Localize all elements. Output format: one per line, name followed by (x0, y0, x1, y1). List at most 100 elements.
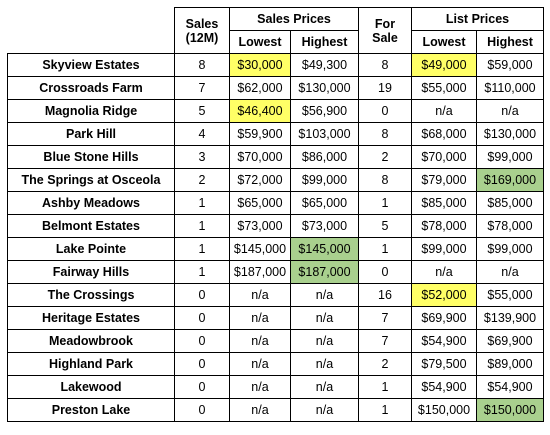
cell-list-lowest: $99,000 (411, 237, 477, 261)
cell-for-sale-count: 0 (358, 99, 412, 123)
cell-sales-highest: $130,000 (290, 76, 359, 100)
cell-sales-lowest: $72,000 (229, 168, 291, 192)
cell-sales-lowest: n/a (229, 329, 291, 353)
header-for-label: For (374, 16, 396, 31)
cell-sales-lowest: $62,000 (229, 76, 291, 100)
cell-sales-lowest: n/a (229, 306, 291, 330)
header-for-sale: For Sale (358, 7, 412, 54)
cell-sales-count: 0 (174, 375, 230, 399)
cell-for-sale-count: 7 (358, 306, 412, 330)
cell-sales-lowest: $187,000 (229, 260, 291, 284)
cell-list-lowest: $54,900 (411, 329, 477, 353)
cell-list-lowest: $78,000 (411, 214, 477, 238)
cell-neighborhood: Lakewood (7, 375, 175, 399)
cell-sales-lowest: $30,000 (229, 53, 291, 77)
cell-sales-highest: $65,000 (290, 191, 359, 215)
table-row: Blue Stone Hills 3 $70,000 $86,000 2 $70,000 $… (7, 145, 544, 169)
cell-sales-count: 0 (174, 352, 230, 376)
cell-list-highest: $54,900 (476, 375, 544, 399)
cell-sales-highest: $187,000 (290, 260, 359, 284)
table-row: Preston Lake 0 n/a n/a 1 $150,000 $150,000 (7, 398, 544, 422)
cell-list-lowest: $85,000 (411, 191, 477, 215)
cell-sales-highest: n/a (290, 352, 359, 376)
cell-sales-count: 8 (174, 53, 230, 77)
cell-sales-lowest: n/a (229, 352, 291, 376)
table-row: Magnolia Ridge 5 $46,400 $56,900 0 n/a n/a (7, 99, 544, 123)
header-list-highest: Highest (476, 30, 544, 54)
table-row: Park Hill 4 $59,900 $103,000 8 $68,000 $130,00… (7, 122, 544, 146)
cell-sales-count: 7 (174, 76, 230, 100)
table-row: Fairway Hills 1 $187,000 $187,000 0 n/a n/a (7, 260, 544, 284)
cell-for-sale-count: 1 (358, 191, 412, 215)
cell-sales-count: 0 (174, 283, 230, 307)
cell-neighborhood: Highland Park (7, 352, 175, 376)
cell-sales-highest: $73,000 (290, 214, 359, 238)
cell-sales-lowest: $46,400 (229, 99, 291, 123)
header-sales-12m: Sales (12M) (174, 7, 230, 54)
price-table-container: Sales (12M) Sales Prices For Sale List P… (7, 7, 544, 422)
cell-list-highest: $130,000 (476, 122, 544, 146)
cell-list-lowest: $68,000 (411, 122, 477, 146)
cell-sales-highest: $49,300 (290, 53, 359, 77)
cell-sales-lowest: $70,000 (229, 145, 291, 169)
cell-sales-highest: $86,000 (290, 145, 359, 169)
cell-for-sale-count: 5 (358, 214, 412, 238)
cell-sales-lowest: $145,000 (229, 237, 291, 261)
cell-list-highest: $169,000 (476, 168, 544, 192)
cell-for-sale-count: 8 (358, 122, 412, 146)
table-row: Lakewood 0 n/a n/a 1 $54,900 $54,900 (7, 375, 544, 399)
cell-for-sale-count: 1 (358, 237, 412, 261)
cell-neighborhood: Belmont Estates (7, 214, 175, 238)
header-sales-label: Sales (185, 16, 219, 31)
header-sales-lowest: Lowest (229, 30, 291, 54)
header-sale-label: Sale (372, 30, 398, 45)
header-sales-prices: Sales Prices (229, 7, 359, 31)
table-header: Sales (12M) Sales Prices For Sale List P… (7, 7, 544, 54)
cell-neighborhood: Park Hill (7, 122, 175, 146)
cell-sales-highest: $145,000 (290, 237, 359, 261)
cell-for-sale-count: 0 (358, 260, 412, 284)
cell-for-sale-count: 7 (358, 329, 412, 353)
cell-list-highest: $150,000 (476, 398, 544, 422)
cell-sales-count: 2 (174, 168, 230, 192)
cell-list-highest: n/a (476, 260, 544, 284)
cell-sales-highest: n/a (290, 283, 359, 307)
cell-for-sale-count: 19 (358, 76, 412, 100)
cell-sales-lowest: $73,000 (229, 214, 291, 238)
cell-list-lowest: $54,900 (411, 375, 477, 399)
cell-neighborhood: Lake Pointe (7, 237, 175, 261)
cell-list-highest: $69,900 (476, 329, 544, 353)
cell-list-lowest: $79,000 (411, 168, 477, 192)
cell-for-sale-count: 2 (358, 145, 412, 169)
cell-sales-lowest: n/a (229, 398, 291, 422)
cell-list-lowest: $150,000 (411, 398, 477, 422)
cell-for-sale-count: 8 (358, 53, 412, 77)
cell-sales-lowest: $65,000 (229, 191, 291, 215)
header-sales-highest: Highest (290, 30, 359, 54)
cell-list-lowest: $55,000 (411, 76, 477, 100)
cell-list-lowest: $52,000 (411, 283, 477, 307)
table-row: The Crossings 0 n/a n/a 16 $52,000 $55,000 (7, 283, 544, 307)
cell-neighborhood: Crossroads Farm (7, 76, 175, 100)
cell-list-highest: n/a (476, 99, 544, 123)
cell-for-sale-count: 1 (358, 375, 412, 399)
cell-sales-count: 3 (174, 145, 230, 169)
cell-sales-count: 0 (174, 306, 230, 330)
cell-list-highest: $85,000 (476, 191, 544, 215)
cell-sales-count: 1 (174, 191, 230, 215)
cell-sales-count: 0 (174, 329, 230, 353)
cell-sales-highest: $99,000 (290, 168, 359, 192)
cell-sales-count: 0 (174, 398, 230, 422)
cell-for-sale-count: 8 (358, 168, 412, 192)
cell-sales-count: 4 (174, 122, 230, 146)
cell-sales-lowest: n/a (229, 283, 291, 307)
cell-list-lowest: $79,500 (411, 352, 477, 376)
table-row: Ashby Meadows 1 $65,000 $65,000 1 $85,000 $85,… (7, 191, 544, 215)
cell-sales-count: 5 (174, 99, 230, 123)
cell-sales-count: 1 (174, 214, 230, 238)
cell-neighborhood: Meadowbrook (7, 329, 175, 353)
cell-sales-highest: n/a (290, 306, 359, 330)
cell-list-lowest: n/a (411, 99, 477, 123)
cell-list-lowest: $70,000 (411, 145, 477, 169)
cell-neighborhood: The Springs at Osceola (7, 168, 175, 192)
